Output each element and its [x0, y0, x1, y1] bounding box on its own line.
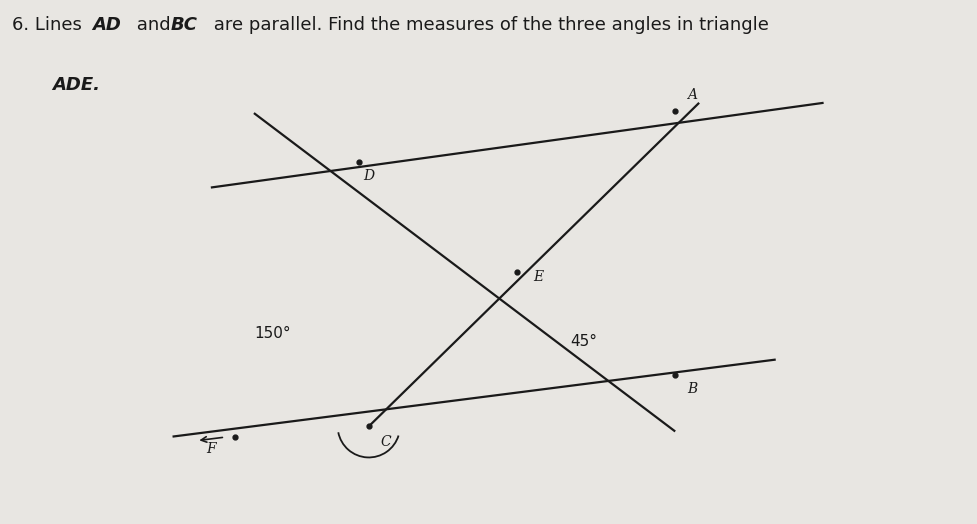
Text: A: A — [688, 88, 698, 102]
Text: 150°: 150° — [255, 326, 291, 342]
Text: D: D — [363, 169, 374, 183]
Text: C: C — [381, 435, 392, 449]
Text: E: E — [533, 270, 543, 285]
Text: 6. Lines: 6. Lines — [12, 16, 87, 34]
Text: F: F — [206, 442, 216, 456]
Text: BC: BC — [171, 16, 198, 34]
Text: 45°: 45° — [571, 334, 598, 349]
Text: B: B — [687, 383, 698, 396]
Text: AD: AD — [92, 16, 121, 34]
Text: ADE.: ADE. — [52, 76, 100, 94]
Text: are parallel. Find the measures of the three angles in triangle: are parallel. Find the measures of the t… — [208, 16, 769, 34]
Text: and: and — [131, 16, 176, 34]
